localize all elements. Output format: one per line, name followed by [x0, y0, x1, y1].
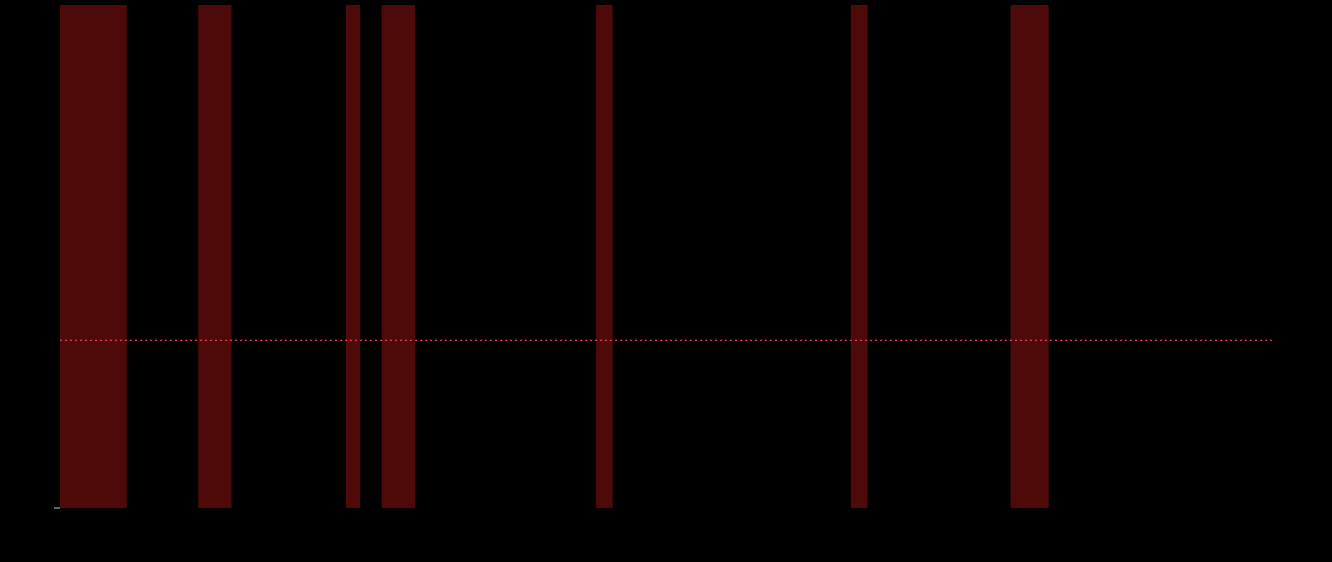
recession-band [1011, 5, 1049, 508]
recession-band [596, 5, 613, 508]
recession-band [346, 5, 360, 508]
recession-band [60, 5, 127, 508]
recession-band [198, 5, 231, 508]
recession-band [851, 5, 868, 508]
bloomberg-chart [0, 0, 1332, 562]
recession-band [382, 5, 415, 508]
